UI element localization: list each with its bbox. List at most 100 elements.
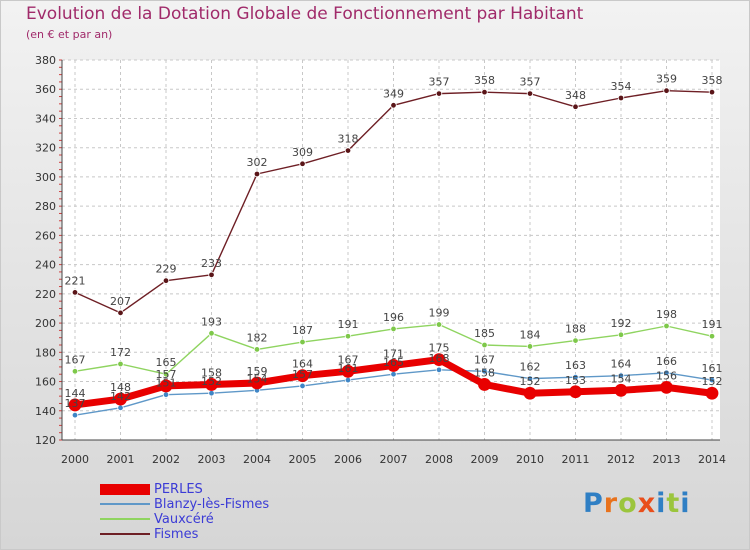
data-label-perles: 154: [611, 372, 632, 385]
data-label-fismes: 358: [474, 74, 495, 87]
axes: 120 140 160 180 200 220 240 260 280 300 320 340 360 3…: [35, 54, 726, 466]
data-point-perles: [296, 369, 309, 383]
data-point-vauxcere: [390, 325, 397, 333]
data-label-fismes: 358: [702, 74, 723, 87]
chart-subtitle: (en € et par an): [26, 28, 113, 41]
y-tick-label: 160: [35, 376, 56, 389]
data-point-fismes: [526, 90, 534, 97]
data-point-blanzy-les-fismes: [344, 376, 352, 384]
data-point-blanzy-les-fismes: [208, 390, 215, 397]
x-tick-label: 2008: [425, 453, 453, 466]
logo-letter: i: [680, 488, 691, 519]
data-point-vauxcere: [572, 337, 579, 344]
x-tick-label: 2012: [607, 453, 635, 466]
data-label-blanzy-les-fismes: 167: [474, 353, 495, 366]
y-tick-label: 140: [35, 405, 56, 418]
y-tick-label: 260: [35, 229, 56, 242]
y-tick-label: 320: [35, 142, 56, 155]
data-label-fismes: 221: [65, 274, 86, 287]
data-label-fismes: 229: [156, 263, 177, 276]
data-label-perles: 157: [156, 368, 177, 381]
legend-swatch-fismes: [100, 533, 150, 535]
data-label-fismes: 357: [429, 76, 450, 89]
y-tick-label: 340: [35, 112, 56, 125]
x-tick-label: 2014: [698, 453, 726, 466]
data-label-perles: 175: [429, 342, 450, 355]
data-label-perles: 144: [65, 387, 86, 400]
data-point-fismes: [344, 147, 352, 154]
data-point-perles: [569, 385, 582, 399]
data-point-fismes: [663, 87, 670, 94]
data-point-vauxcere: [299, 338, 306, 346]
x-tick-label: 2003: [198, 453, 226, 466]
data-point-perles: [68, 398, 82, 412]
data-point-blanzy-les-fismes: [526, 375, 534, 382]
legend-label-perles: PERLES: [154, 482, 203, 497]
data-label-vauxcere: 191: [338, 318, 359, 331]
data-point-perles: [660, 380, 673, 394]
data-label-blanzy-les-fismes: 164: [611, 358, 632, 371]
data-point-perles: [523, 386, 537, 400]
y-tick-label: 300: [35, 171, 56, 184]
data-label-fismes: 359: [656, 73, 677, 86]
x-tick-label: 2006: [334, 453, 362, 466]
y-tick-label: 200: [35, 317, 56, 330]
x-tick-label: 2005: [289, 453, 317, 466]
data-label-perles: 159: [247, 365, 268, 378]
data-point-fismes: [390, 102, 397, 109]
data-label-vauxcere: 167: [65, 353, 86, 366]
data-label-vauxcere: 193: [201, 315, 222, 328]
data-point-fismes: [299, 160, 306, 167]
data-point-perles: [478, 378, 491, 391]
data-point-perles: [114, 392, 127, 406]
data-point-vauxcere: [435, 321, 443, 328]
data-label-fismes: 318: [338, 133, 359, 146]
data-point-perles: [341, 364, 355, 378]
data-point-fismes: [435, 90, 443, 97]
data-point-fismes: [162, 277, 170, 284]
logo-letter: x: [637, 488, 657, 519]
data-label-blanzy-les-fismes: 142: [110, 390, 131, 403]
data-label-blanzy-les-fismes: 137: [65, 397, 86, 410]
data-point-vauxcere: [253, 346, 261, 353]
legend-swatch-vauxcere: [100, 518, 150, 520]
data-point-blanzy-les-fismes: [299, 382, 306, 390]
data-label-blanzy-les-fismes: 166: [656, 355, 677, 368]
data-label-vauxcere: 184: [520, 328, 541, 341]
data-label-vauxcere: 196: [383, 311, 404, 324]
data-point-vauxcere: [117, 360, 124, 368]
data-label-vauxcere: 187: [292, 324, 313, 337]
data-label-blanzy-les-fismes: 168: [429, 352, 450, 365]
data-point-blanzy-les-fismes: [572, 373, 579, 381]
data-point-blanzy-les-fismes: [390, 371, 397, 378]
data-point-fismes: [572, 103, 579, 110]
data-label-vauxcere: 172: [110, 346, 131, 359]
data-point-vauxcere: [71, 368, 79, 375]
legend-label-blanzy: Blanzy-lès-Fismes: [154, 497, 270, 512]
y-tick-label: 220: [35, 288, 56, 301]
data-labels: 221 207 229 233 302 309 318 349 357 358 357 348 354 3…: [65, 73, 723, 410]
data-point-vauxcere: [481, 341, 488, 349]
data-label-fismes: 207: [110, 295, 131, 308]
y-tick-label: 360: [35, 83, 56, 96]
logo-letter: t: [666, 488, 681, 519]
data-point-perles: [205, 378, 218, 391]
data-point-fismes: [208, 271, 215, 279]
data-point-vauxcere: [344, 333, 352, 340]
data-point-blanzy-les-fismes: [71, 411, 79, 419]
data-point-blanzy-les-fismes: [617, 372, 625, 379]
y-tick-label: 280: [35, 200, 56, 213]
data-label-fismes: 302: [247, 156, 268, 169]
data-label-perles: 153: [565, 374, 586, 387]
data-point-fismes: [253, 170, 261, 178]
data-point-blanzy-les-fismes: [162, 391, 170, 398]
x-tick-label: 2001: [107, 453, 135, 466]
logo-letter: r: [603, 488, 619, 519]
data-label-perles: 156: [656, 369, 677, 382]
chart-title: Evolution de la Dotation Globale de Fonc…: [26, 4, 584, 24]
data-label-vauxcere: 182: [247, 331, 268, 344]
data-label-blanzy-les-fismes: 151: [156, 377, 177, 390]
data-point-vauxcere: [663, 322, 670, 330]
data-point-perles: [705, 386, 719, 400]
logo-letter: o: [618, 488, 638, 519]
